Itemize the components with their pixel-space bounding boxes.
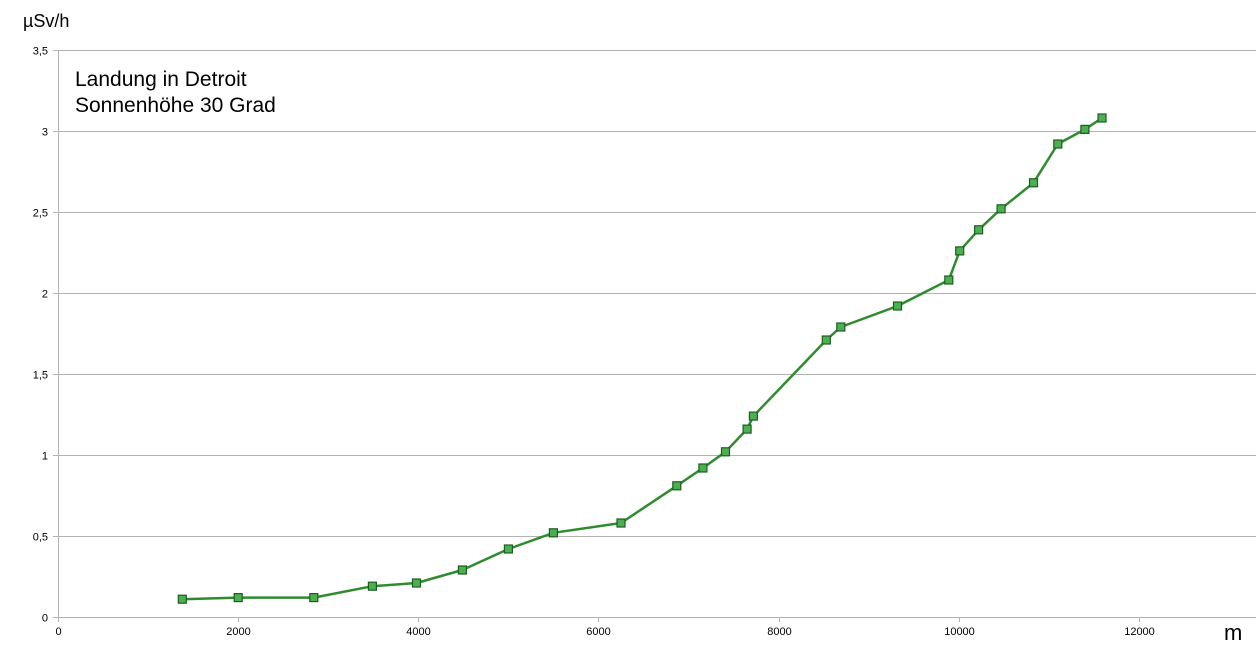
- gridlines: [58, 50, 1256, 537]
- y-axis-title: µSv/h: [23, 11, 69, 31]
- y-tick-label: 1: [42, 451, 48, 463]
- data-point-marker: [698, 463, 708, 473]
- data-point-marker: [548, 528, 559, 538]
- x-tick-label: 6000: [586, 626, 610, 638]
- y-tick-label: 2: [42, 289, 48, 301]
- x-tick-label: 12000: [1124, 626, 1155, 638]
- data-point-marker: [748, 411, 759, 421]
- data-point-marker: [411, 578, 422, 588]
- data-point-marker: [955, 246, 965, 256]
- data-markers: [177, 113, 1107, 604]
- data-point-marker: [1080, 124, 1090, 135]
- annotation-line-2: Sonnenhöhe 30 Grad: [75, 94, 276, 117]
- axes: [53, 50, 1256, 622]
- data-point-marker: [177, 594, 187, 604]
- x-tick-label: 10000: [944, 626, 975, 638]
- data-point-marker: [720, 447, 731, 457]
- x-tick-label: 8000: [767, 626, 791, 638]
- data-point-marker: [233, 592, 243, 603]
- data-point-marker: [973, 225, 984, 235]
- y-tick-label: 3: [42, 127, 48, 139]
- data-point-marker: [309, 592, 319, 603]
- data-point-marker: [672, 481, 682, 491]
- tick-labels: 0 0,5 1 1,5 2 2,5 3 3,5 0 2000 4000 6000 8000 10000 12…: [33, 46, 1155, 639]
- y-tick-label: 0,5: [33, 532, 48, 544]
- x-tick-label: 2000: [226, 626, 250, 638]
- annotation-line-1: Landung in Detroit: [75, 68, 247, 91]
- data-point-marker: [457, 565, 467, 575]
- data-point-marker: [367, 581, 377, 591]
- data-point-marker: [1097, 113, 1107, 123]
- y-tick-label: 0: [42, 613, 48, 625]
- data-point-marker: [836, 322, 846, 332]
- y-tick-label: 2,5: [33, 208, 48, 220]
- data-point-marker: [821, 335, 831, 345]
- data-series: [182, 116, 1103, 601]
- series-line: [182, 116, 1103, 601]
- data-point-marker: [616, 518, 626, 528]
- data-point-marker: [944, 275, 954, 285]
- y-tick-label: 1,5: [33, 370, 48, 382]
- y-tick-label: 3,5: [33, 46, 48, 58]
- x-tick-label: 0: [55, 626, 61, 638]
- data-point-marker: [996, 204, 1006, 214]
- data-point-marker: [503, 544, 513, 554]
- data-point-marker: [1053, 139, 1063, 149]
- data-point-marker: [1028, 178, 1039, 188]
- data-point-marker: [742, 424, 752, 434]
- data-point-marker: [892, 301, 903, 311]
- x-axis-title: m: [1224, 620, 1242, 645]
- x-tick-label: 4000: [406, 626, 430, 638]
